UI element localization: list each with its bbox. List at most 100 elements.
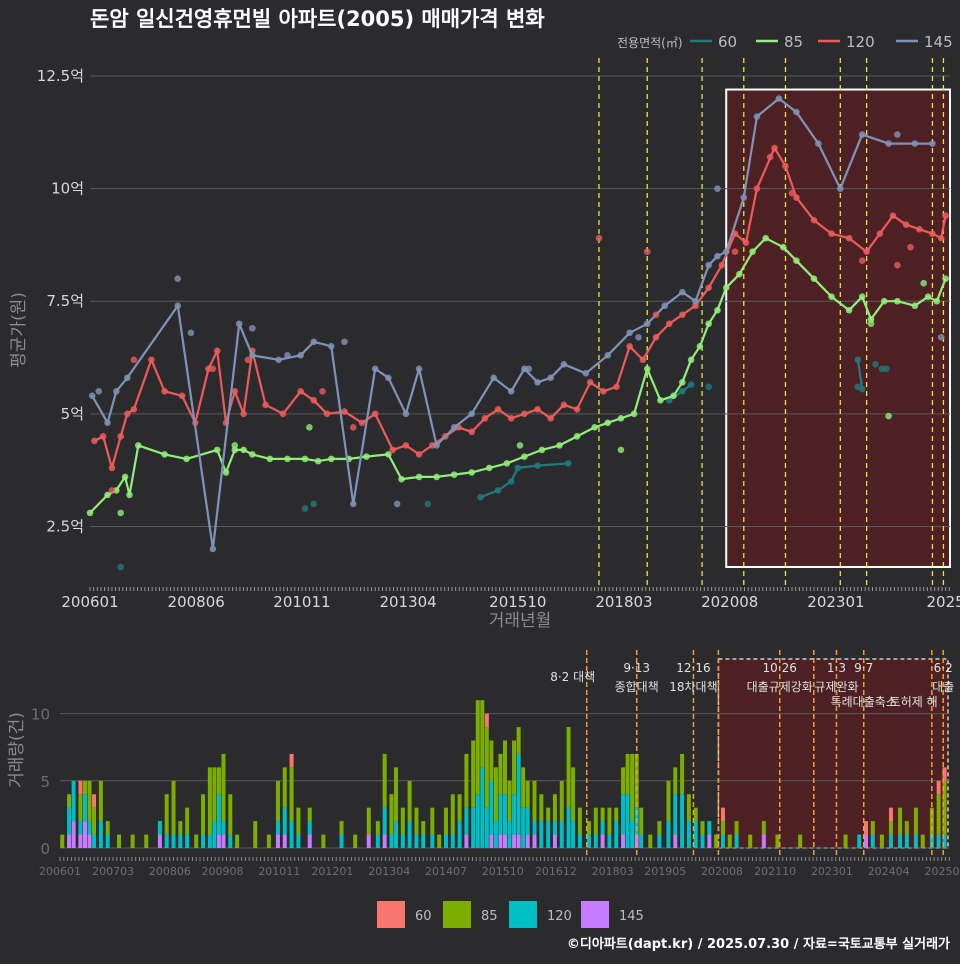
series-point-120 <box>99 433 107 440</box>
bottom-x-tick-label: 201407 <box>425 865 467 878</box>
series-line-60 <box>856 359 864 390</box>
series-point-120 <box>560 401 568 409</box>
scatter-point-120 <box>209 365 217 373</box>
series-point-85 <box>134 442 142 449</box>
series-point-85 <box>240 446 247 454</box>
top-x-tick-label: 200806 <box>168 593 225 611</box>
bar-segment-120 <box>400 834 405 848</box>
bar-segment-85 <box>734 821 739 835</box>
bar-segment-85 <box>680 753 685 795</box>
series-point-85 <box>573 433 581 440</box>
series-point-120 <box>213 347 221 355</box>
series-point-120 <box>782 162 789 170</box>
bar-segment-120 <box>71 780 76 822</box>
bar-segment-145 <box>600 834 605 848</box>
series-point-85 <box>86 509 94 517</box>
bar-segment-120 <box>98 821 103 848</box>
bar-segment-85 <box>471 740 476 808</box>
bar-segment-120 <box>407 821 412 848</box>
bottom-x-tick-label: 201612 <box>535 865 577 878</box>
bar-segment-120 <box>164 834 169 848</box>
bar-segment-85 <box>686 794 691 822</box>
bottom-x-tick-label: 201011 <box>258 865 300 878</box>
bar-segment-120 <box>228 834 233 848</box>
scatter-point-60 <box>872 360 879 368</box>
bar-segment-85 <box>228 794 233 835</box>
bar-segment-85 <box>98 780 103 822</box>
scatter-point-120 <box>244 356 252 364</box>
bar-segment-60 <box>942 767 947 781</box>
top-highlight-region <box>725 88 951 568</box>
bar-segment-85 <box>798 834 803 848</box>
series-point-85 <box>736 270 743 278</box>
bottom-legend-label-85: 85 <box>481 909 498 924</box>
series-point-85 <box>679 379 686 386</box>
series-point-145 <box>113 388 120 395</box>
scatter-point-120 <box>643 248 651 255</box>
scatter-point-145 <box>525 365 533 373</box>
bar-segment-120 <box>480 767 485 848</box>
series-point-145 <box>385 374 392 382</box>
chart-title: 돈암 일신건영휴먼빌 아파트(2005) 매매가격 변화 <box>90 7 545 31</box>
series-point-85 <box>284 455 291 463</box>
series-point-145 <box>174 302 182 310</box>
series-point-120 <box>845 234 853 242</box>
bar-segment-85 <box>700 821 705 835</box>
bar-segment-85 <box>775 834 780 848</box>
series-point-145 <box>507 388 515 395</box>
series-point-145 <box>753 113 761 120</box>
series-point-120 <box>358 419 366 427</box>
top-y-tick-label: 5억 <box>61 405 84 423</box>
bottom-y-tick-label: 5 <box>40 773 50 791</box>
scatter-point-120 <box>858 257 866 264</box>
bar-segment-85 <box>720 821 725 835</box>
series-point-120 <box>771 144 778 152</box>
bar-segment-85 <box>450 794 455 835</box>
bar-segment-120 <box>382 807 387 835</box>
top-x-tick-label: 201304 <box>379 593 436 611</box>
series-point-145 <box>679 288 686 296</box>
scatter-point-60 <box>310 500 318 508</box>
bottom-legend-swatch-120 <box>509 901 537 928</box>
series-point-145 <box>490 374 497 382</box>
series-point-120 <box>547 415 555 422</box>
annotation-policy: 대출 <box>932 680 954 694</box>
bar-segment-85 <box>657 821 662 835</box>
series-point-85 <box>670 392 677 400</box>
series-point-145 <box>815 140 822 147</box>
bar-segment-85 <box>117 834 122 848</box>
bar-segment-120 <box>929 834 934 848</box>
bar-segment-120 <box>607 834 612 848</box>
bar-segment-85 <box>60 834 65 848</box>
series-point-85 <box>591 424 598 431</box>
bar-segment-120 <box>339 834 344 848</box>
bar-segment-120 <box>639 834 644 848</box>
bar-segment-85 <box>253 821 258 848</box>
bar-segment-120 <box>942 834 947 848</box>
series-point-145 <box>534 379 541 386</box>
scatter-point-60 <box>301 505 309 512</box>
top-x-tick-label: 200601 <box>61 593 118 611</box>
series-point-85 <box>521 453 528 460</box>
annotation-policy: 규제완화 <box>814 680 858 694</box>
series-point-85 <box>604 419 612 427</box>
bar-segment-120 <box>720 834 725 848</box>
bar-segment-85 <box>164 794 169 835</box>
series-point-145 <box>661 302 669 310</box>
series-point-85 <box>213 446 221 454</box>
bottom-x-tick-label: 202404 <box>868 865 910 878</box>
bar-segment-85 <box>221 753 226 822</box>
series-point-85 <box>858 293 866 301</box>
bar-segment-60 <box>78 780 83 795</box>
series-point-145 <box>643 320 651 328</box>
bar-segment-120 <box>857 834 862 848</box>
scatter-point-85 <box>885 412 892 420</box>
top-x-tick-label: 201510 <box>489 593 546 611</box>
series-point-145 <box>885 140 892 147</box>
series-point-85 <box>161 451 168 458</box>
series-point-85 <box>556 442 563 449</box>
bar-segment-85 <box>375 821 380 835</box>
annotation-policy: 토허제 해 <box>890 695 938 709</box>
annotation-policy: 종합대책 <box>615 679 659 694</box>
bar-segment-85 <box>178 821 183 835</box>
